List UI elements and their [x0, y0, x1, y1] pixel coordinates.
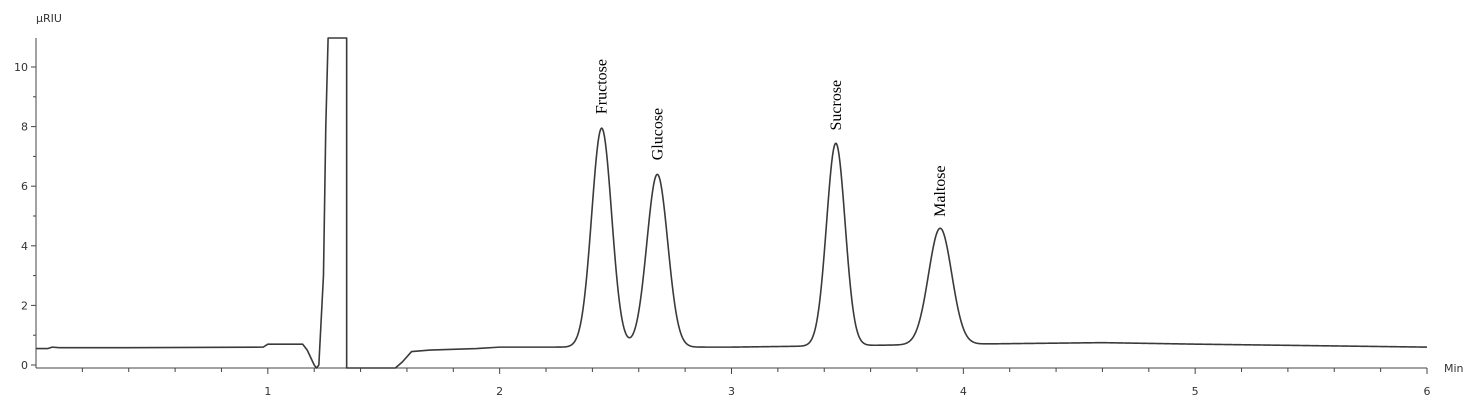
- x-tick-label: 5: [1192, 385, 1199, 398]
- x-tick-label: 1: [264, 385, 271, 398]
- y-tick-label: 6: [21, 180, 28, 193]
- y-tick-label: 4: [21, 240, 28, 253]
- x-tick-label: 2: [496, 385, 503, 398]
- peak-label: Fructose: [594, 59, 611, 114]
- trace-layer: [36, 37, 1428, 369]
- x-tick-label: 3: [728, 385, 735, 398]
- x-tick-label: 4: [960, 385, 967, 398]
- y-tick-label: 0: [21, 359, 28, 372]
- y-tick-label: 8: [21, 121, 28, 134]
- chromatogram-trace: [36, 37, 1428, 369]
- y-axis-title: µRIU: [36, 12, 62, 25]
- peak-label: Maltose: [932, 165, 949, 217]
- y-tick-label: 10: [14, 61, 28, 74]
- peak-label: Sucrose: [828, 80, 845, 131]
- y-tick-label: 2: [21, 299, 28, 312]
- peak-labels: Fructose Glucose Sucrose Maltose: [594, 59, 949, 217]
- peak-label: Glucose: [649, 108, 666, 160]
- x-axis-title: Min: [1444, 362, 1464, 375]
- x-tick-label: 6: [1424, 385, 1431, 398]
